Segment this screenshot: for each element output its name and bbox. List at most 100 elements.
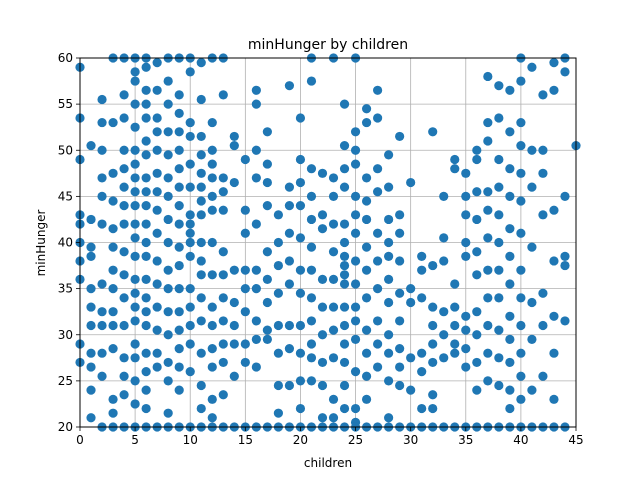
data-point [461, 343, 471, 354]
data-point [472, 154, 482, 165]
data-point [130, 99, 140, 109]
data-point [163, 376, 173, 386]
data-point [339, 237, 350, 248]
data-point [196, 270, 206, 280]
data-point [119, 145, 129, 155]
data-point [119, 219, 129, 229]
data-point [163, 330, 173, 340]
data-point [328, 325, 339, 335]
data-point [152, 302, 162, 312]
data-point [97, 173, 107, 183]
data-point [560, 67, 570, 77]
data-point [384, 182, 394, 192]
data-point [240, 154, 250, 165]
x-tick-label: 0 [76, 433, 84, 447]
data-point [339, 357, 350, 368]
data-point [229, 141, 239, 151]
data-point [141, 307, 151, 317]
data-point [317, 413, 328, 423]
data-point [251, 173, 261, 183]
data-point [505, 334, 515, 344]
data-point [141, 348, 151, 358]
data-point [273, 260, 283, 271]
data-point [196, 94, 206, 105]
data-point [163, 214, 173, 225]
data-point [384, 274, 394, 284]
data-point [130, 145, 140, 155]
data-point [306, 164, 317, 174]
data-point [130, 274, 140, 284]
data-point [428, 339, 438, 349]
data-point [130, 339, 140, 349]
data-point [174, 362, 184, 372]
data-point [439, 330, 449, 340]
data-point [538, 90, 548, 100]
data-point [483, 293, 493, 303]
data-point [141, 113, 151, 123]
data-point [538, 320, 548, 331]
data-point [185, 159, 195, 169]
data-point [163, 99, 173, 109]
data-point [328, 353, 339, 363]
data-point [483, 117, 493, 128]
data-point [505, 85, 515, 95]
data-point [196, 256, 206, 266]
data-point [472, 187, 482, 197]
data-point [185, 251, 195, 261]
data-point [339, 339, 350, 349]
data-point [262, 247, 272, 257]
data-point [295, 320, 306, 331]
data-point [317, 224, 328, 234]
data-point [516, 371, 526, 381]
data-point [141, 150, 151, 160]
data-point [207, 320, 217, 331]
data-point [483, 265, 493, 275]
data-point [207, 191, 217, 201]
data-point [196, 403, 206, 414]
data-point [516, 141, 526, 151]
data-point [196, 237, 206, 248]
data-point [130, 302, 140, 312]
data-point [119, 247, 129, 257]
axis-ticks: 0 5 10 15 20 25 30 35 40 45 20 25 30 35 40 45 50 55 60 [58, 51, 584, 447]
data-point [295, 154, 306, 165]
y-tick-label: 35 [58, 282, 73, 296]
data-point [317, 168, 328, 178]
data-point [406, 177, 416, 188]
data-point [439, 353, 449, 363]
data-point [428, 127, 438, 137]
y-tick-label: 40 [58, 236, 73, 250]
data-point [538, 168, 548, 178]
data-point [306, 316, 317, 326]
data-point [417, 265, 427, 275]
data-point [130, 122, 140, 132]
data-point [229, 177, 239, 188]
data-point [428, 357, 438, 368]
data-point [549, 205, 559, 215]
data-point [130, 251, 140, 261]
data-point [86, 302, 96, 312]
data-point [196, 348, 206, 358]
data-point [273, 320, 283, 331]
data-point [373, 284, 383, 294]
data-point [461, 251, 471, 261]
data-point [328, 173, 339, 183]
data-point [284, 256, 295, 266]
data-point [361, 173, 372, 183]
data-point [284, 320, 295, 331]
data-point [108, 224, 118, 234]
data-point [86, 385, 96, 395]
data-point [262, 177, 272, 188]
x-tick-label: 20 [293, 433, 308, 447]
data-point [152, 113, 162, 123]
data-point [560, 260, 570, 271]
y-tick-label: 25 [58, 374, 73, 388]
data-point [350, 367, 361, 377]
data-point [417, 367, 427, 377]
data-point [163, 127, 173, 137]
data-point [317, 210, 328, 220]
data-point [560, 316, 570, 326]
data-point [174, 108, 184, 118]
data-point [505, 279, 515, 289]
data-point [450, 339, 460, 349]
